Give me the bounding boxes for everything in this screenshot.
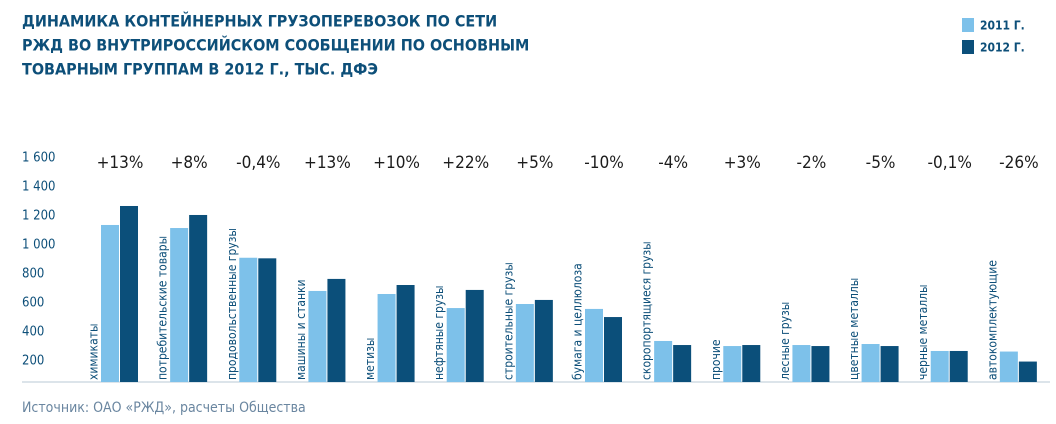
y-tick-label: 600 <box>22 295 44 310</box>
bar <box>515 303 534 382</box>
annotation: -4% <box>658 153 688 173</box>
bar <box>585 308 603 382</box>
bar <box>673 345 692 382</box>
category-label: метизы <box>363 338 377 380</box>
bar <box>258 258 277 382</box>
bar <box>465 289 484 382</box>
y-tick-label: 1 000 <box>22 237 55 252</box>
category-label: автокомплектующие <box>985 260 999 380</box>
annotation: -0,1% <box>928 153 972 173</box>
annotation: -26% <box>999 153 1039 173</box>
bar <box>811 346 830 382</box>
bar <box>742 345 761 382</box>
category-label: лесные грузы <box>778 302 792 380</box>
y-tick-label: 800 <box>22 266 44 281</box>
bar <box>101 224 119 382</box>
bar <box>377 293 396 382</box>
category-label: нефтяные грузы <box>432 285 446 380</box>
annotation: +8% <box>171 153 208 173</box>
category-label: черные металлы <box>916 284 930 380</box>
category-label: продовольственные грузы <box>225 228 239 380</box>
bar <box>723 346 742 382</box>
annotation: +13% <box>97 153 144 173</box>
bar <box>308 290 327 382</box>
bar <box>604 317 622 382</box>
legend-label: 2011 Г. <box>980 19 1025 33</box>
bar <box>189 214 208 382</box>
bar <box>1018 361 1037 382</box>
annotation: +5% <box>516 153 553 173</box>
bar <box>446 308 465 382</box>
source: Источник: ОАО «РЖД», расчеты Общества <box>22 400 306 416</box>
chart-title: ТОВАРНЫМ ГРУППАМ В 2012 Г., ТЫС. ДФЭ <box>22 60 378 79</box>
y-tick-label: 1 400 <box>22 179 55 194</box>
bar <box>792 345 811 382</box>
bar <box>949 350 968 382</box>
y-tick-label: 1 200 <box>22 208 55 223</box>
bar <box>170 228 189 382</box>
bar <box>880 346 899 382</box>
category-label: строительные грузы <box>501 262 515 380</box>
bar <box>999 351 1018 382</box>
chart-title: ДИНАМИКА КОНТЕЙНЕРНЫХ ГРУЗОПЕРЕВОЗОК ПО … <box>22 12 497 31</box>
category-label: цветные металлы <box>847 278 861 380</box>
y-tick-label: 200 <box>22 353 44 368</box>
category-label: прочие <box>709 339 723 380</box>
bar <box>534 299 553 382</box>
bar <box>120 205 138 382</box>
chart-title: РЖД ВО ВНУТРИРОССИЙСКОМ СООБЩЕНИИ ПО ОСН… <box>22 36 529 55</box>
y-tick-label: 400 <box>22 324 44 339</box>
annotation: +22% <box>442 153 489 173</box>
category-label: скоропортящиеся грузы <box>640 241 654 380</box>
annotation: -0,4% <box>236 153 280 173</box>
category-label: машины и станки <box>294 279 308 380</box>
legend-swatch <box>962 18 974 32</box>
annotation: +13% <box>304 153 351 173</box>
legend-label: 2012 Г. <box>980 41 1025 55</box>
annotation: -5% <box>866 153 896 173</box>
bar <box>861 344 880 382</box>
annotation: -10% <box>584 153 624 173</box>
category-label: химикаты <box>87 323 101 380</box>
category-label: потребительские товары <box>156 236 170 380</box>
bar <box>396 285 415 382</box>
bar <box>327 278 346 382</box>
annotation: +3% <box>724 153 761 173</box>
annotation: -2% <box>797 153 827 173</box>
legend-swatch <box>962 40 974 54</box>
bar <box>239 257 258 382</box>
annotation: +10% <box>373 153 420 173</box>
y-tick-label: 1 600 <box>22 151 55 166</box>
bar <box>654 340 673 382</box>
category-label: бумага и целлюлоза <box>571 263 585 380</box>
bar <box>930 350 949 382</box>
